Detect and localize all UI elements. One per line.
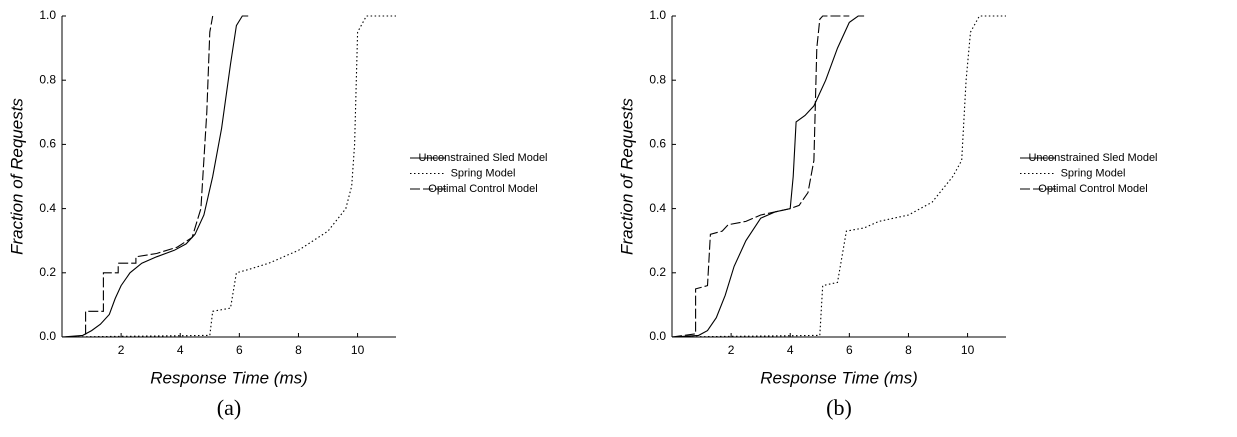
x-tick-label: 8 [295,343,302,357]
y-axis-label: Fraction of Requests [617,98,636,255]
y-tick-label: 0.2 [649,265,666,279]
y-tick-label: 0.2 [39,265,56,279]
x-axis-label: Response Time (ms) [150,368,308,387]
legend-label: Optimal Control Model [1038,183,1147,195]
legend-label: Optimal Control Model [428,183,537,195]
y-tick-label: 0.6 [649,137,666,151]
legend-label: Unconstrained Sled Model [1028,152,1157,164]
legend-label: Unconstrained Sled Model [418,152,547,164]
x-tick-label: 10 [351,343,365,357]
x-axis-label: Response Time (ms) [760,368,918,387]
y-tick-label: 0.8 [39,72,56,86]
x-tick-label: 6 [236,343,243,357]
legend-label: Spring Model [451,167,516,179]
cdf-line [61,15,249,338]
y-tick-label: 0.4 [649,201,666,215]
y-tick-label: 0.4 [39,201,56,215]
caption: (b) [826,395,852,420]
x-tick-label: 4 [177,343,184,357]
x-tick-label: 6 [846,343,853,357]
cdf-line [671,15,1006,338]
legend-label: Spring Model [1061,167,1126,179]
y-tick-label: 0.6 [39,137,56,151]
cdf-line [61,15,396,338]
y-tick-label: 1.0 [649,8,666,22]
y-tick-label: 1.0 [39,8,56,22]
y-tick-label: 0.0 [649,329,666,343]
y-tick-label: 0.0 [39,329,56,343]
x-tick-label: 10 [961,343,975,357]
x-tick-label: 4 [787,343,794,357]
x-tick-label: 8 [905,343,912,357]
cdf-line [671,15,865,338]
caption: (a) [217,395,241,420]
x-tick-label: 2 [118,343,125,357]
x-tick-label: 2 [728,343,735,357]
y-tick-label: 0.8 [649,72,666,86]
cdf-line [62,15,214,338]
cdf-line [671,15,850,338]
y-axis-label: Fraction of Requests [7,98,26,255]
